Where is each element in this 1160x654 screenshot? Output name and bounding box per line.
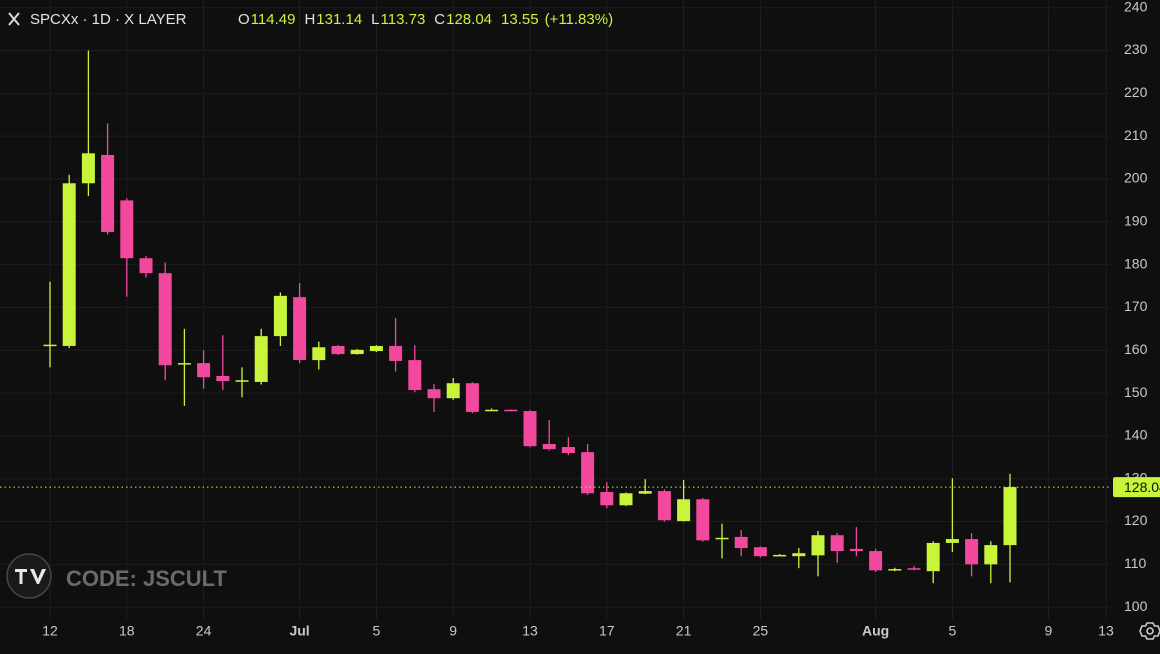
candle-body: [907, 568, 921, 570]
candle-body: [216, 375, 230, 382]
x-tick-label: 24: [196, 623, 212, 639]
candle-body: [965, 539, 979, 565]
y-tick-label: 190: [1124, 212, 1148, 228]
candle-body: [62, 183, 76, 346]
candle-body: [369, 345, 383, 352]
candle-body: [312, 347, 326, 361]
y-tick-label: 160: [1124, 341, 1148, 357]
candle-body: [485, 409, 499, 412]
candle-body: [389, 345, 403, 361]
legend-value: 113.73: [381, 11, 426, 28]
candle-body: [773, 554, 787, 557]
y-tick-label: 110: [1124, 555, 1147, 571]
x-tick-label: Aug: [862, 623, 889, 639]
candle-body: [945, 539, 959, 543]
price-label-box: [1113, 477, 1160, 498]
candle-body: [619, 493, 633, 506]
x-tick-label: 5: [373, 623, 381, 639]
symbol-icon: [8, 12, 20, 26]
candle-body: [811, 535, 825, 556]
candle-body: [120, 200, 134, 259]
candle-body: [139, 258, 153, 274]
candle-body: [638, 491, 652, 494]
settings-button[interactable]: [1139, 622, 1160, 640]
y-tick-label: 220: [1124, 84, 1148, 100]
y-tick-label: 140: [1124, 427, 1148, 443]
x-tick-label: 9: [1045, 623, 1053, 639]
candle-body: [81, 153, 95, 184]
candle-body: [1003, 487, 1017, 546]
price-label: 128.04: [1124, 479, 1160, 495]
candle-body: [158, 273, 172, 366]
candle-body: [197, 363, 211, 378]
y-tick-label: 210: [1124, 127, 1148, 143]
watermark: CODE: JSCULT: [66, 566, 227, 591]
logo: [6, 553, 52, 599]
legend-value: 131.14: [316, 11, 362, 28]
candle-body: [581, 452, 595, 494]
y-tick-label: 230: [1124, 41, 1148, 57]
candle-body: [600, 491, 614, 506]
candle-body: [523, 411, 537, 447]
change-percent: (+11.83%): [545, 11, 614, 28]
x-tick-label: 13: [522, 623, 538, 639]
legend-value: 114.49: [251, 11, 296, 28]
ohlc-legend: O 114.49 H 131.14 L 113.73 C 128.04 13.55 (+11.83…: [238, 11, 613, 28]
candle-body: [753, 547, 767, 557]
x-tick-label: Jul: [289, 623, 309, 639]
x-tick-label: 18: [119, 623, 135, 639]
candle-body: [926, 542, 940, 572]
legend-label: O: [238, 11, 250, 28]
change-value: 13.55: [501, 11, 539, 28]
candle-body: [43, 344, 57, 347]
candle-body: [561, 447, 575, 454]
candle-body: [254, 336, 268, 382]
candle-body: [504, 409, 518, 412]
candle-body: [715, 537, 729, 540]
candle-body: [849, 548, 863, 552]
candle-body: [542, 444, 556, 450]
candle-body: [293, 297, 307, 361]
chart-title: SPCXx · 1D · X LAYER: [30, 11, 187, 28]
y-tick-label: 200: [1124, 170, 1148, 186]
y-tick-label: 150: [1124, 384, 1148, 400]
candle-body: [984, 545, 998, 565]
legend-label: H: [304, 11, 315, 28]
x-tick-label: 17: [599, 623, 615, 639]
candle-body: [792, 553, 806, 557]
y-tick-label: 180: [1124, 255, 1148, 271]
y-tick-label: 120: [1124, 512, 1148, 528]
candle-body: [427, 389, 441, 399]
candle-body: [830, 535, 844, 552]
candle-body: [465, 383, 479, 412]
candle-body: [408, 360, 422, 391]
x-tick-label: 21: [676, 623, 692, 639]
x-tick-label: 13: [1098, 623, 1114, 639]
candle-body: [657, 491, 671, 521]
y-tick-label: 100: [1124, 598, 1148, 614]
legend-value: 128.04: [446, 11, 492, 28]
candle-body: [446, 383, 460, 399]
candle-body: [888, 569, 902, 571]
y-tick-label: 240: [1124, 0, 1148, 14]
candle-body: [331, 345, 345, 355]
candle-body: [734, 536, 748, 549]
candle-body: [869, 551, 883, 571]
candle-body: [177, 363, 191, 365]
legend-label: L: [371, 11, 379, 28]
candle-body: [101, 155, 115, 233]
x-tick-label: 25: [753, 623, 769, 639]
legend-label: C: [434, 11, 445, 28]
candle-body: [350, 349, 364, 355]
y-tick-label: 170: [1124, 298, 1148, 314]
x-tick-label: 12: [42, 623, 58, 639]
candle-body: [677, 499, 691, 522]
x-tick-label: 5: [949, 623, 957, 639]
candle-body: [696, 499, 710, 541]
candle-body: [235, 380, 249, 382]
candle-body: [273, 295, 287, 337]
x-tick-label: 9: [449, 623, 457, 639]
